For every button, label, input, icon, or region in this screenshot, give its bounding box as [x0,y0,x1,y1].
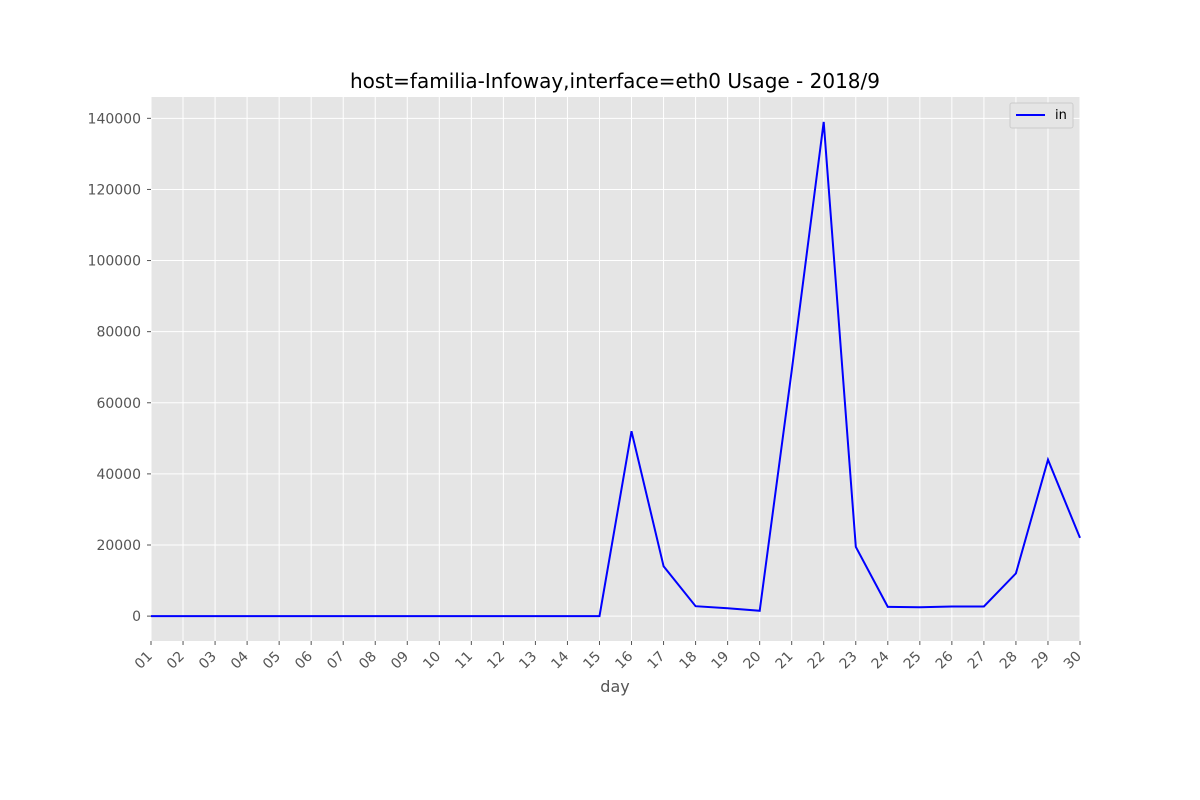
x-axis: 01 02 03 04 05 06 07 08 09 10 11 12 13 14 15 16 17 18 19 20… [132,641,1085,672]
x-tick-label: 14 [548,648,572,672]
x-tick-label: 03 [196,649,220,673]
x-tick-label: 12 [484,649,508,673]
x-tick-label: 28 [997,649,1021,673]
x-tick-label: 02 [164,649,188,673]
x-tick-label: 27 [965,649,989,673]
x-tick-label: 01 [132,649,156,673]
x-tick-label: 05 [260,649,284,673]
x-tick-label: 30 [1061,649,1085,673]
series-line-in [151,121,1081,618]
x-tick-label: 19 [709,649,733,673]
x-tick-label: 24 [869,648,893,672]
series-layer [151,121,1081,618]
x-tick-label: 04 [228,648,252,672]
x-tick-label: 29 [1029,649,1053,673]
y-axis: 0 20000 40000 60000 80000 100000 120000 140000 [88,111,151,625]
legend: in [1009,102,1074,129]
x-tick-label: 16 [612,648,636,672]
x-tick-label: 21 [773,649,797,673]
x-tick-label: 18 [676,649,700,673]
x-tick-label: 13 [516,649,540,673]
y-tick-label: 120000 [88,182,141,198]
y-tick-label: 60000 [96,396,141,412]
x-tick-label: 25 [901,649,925,673]
grid [150,97,1081,641]
y-tick-label: 40000 [96,467,141,483]
x-tick-label: 26 [933,648,957,672]
y-tick-label: 80000 [96,325,141,341]
x-tick-label: 23 [837,649,861,673]
x-tick-label: 10 [420,649,444,673]
y-tick-label: 0 [132,609,141,625]
plot-background [151,97,1080,641]
x-tick-label: 22 [805,649,829,673]
y-tick-label: 100000 [88,254,141,270]
y-tick-label: 140000 [88,111,141,127]
x-tick-label: 15 [580,649,604,673]
chart-title: host=familia-Infoway,interface=eth0 Usag… [350,69,880,93]
x-tick-label: 08 [356,649,380,673]
x-tick-label: 20 [741,649,765,673]
x-tick-label: 09 [388,649,412,673]
x-tick-label: 17 [644,649,668,673]
x-tick-label: 11 [452,649,476,673]
x-tick-label: 06 [292,648,316,672]
legend-label-in: in [1055,108,1067,123]
y-tick-label: 20000 [96,538,141,554]
x-tick-label: 07 [324,649,348,673]
x-axis-label: day [600,677,629,696]
